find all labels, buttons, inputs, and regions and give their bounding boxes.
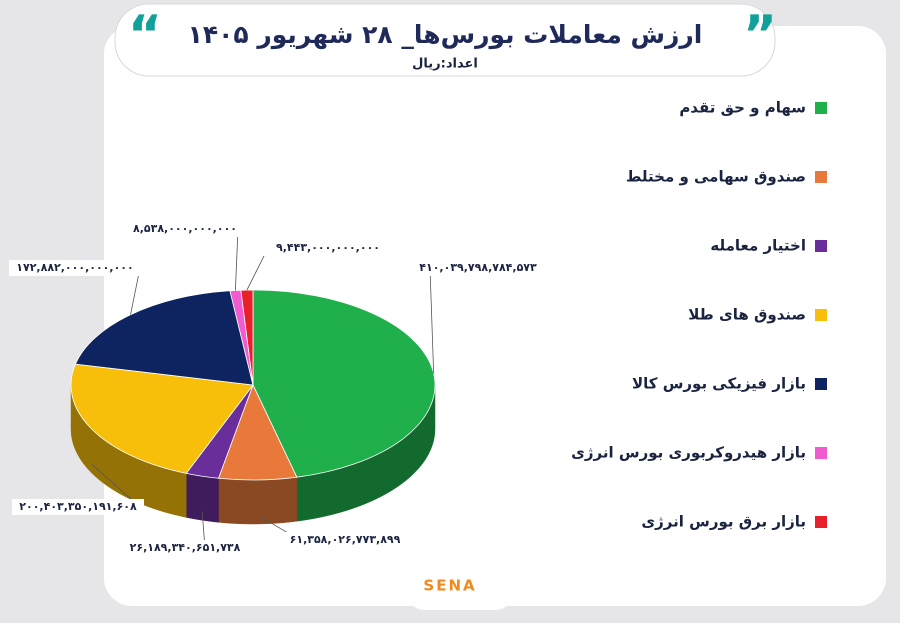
legend-label: صندوق سهامی و مختلط bbox=[626, 168, 806, 186]
legend-swatch bbox=[815, 171, 827, 183]
slice bbox=[252, 289, 436, 478]
label-bg bbox=[279, 532, 411, 548]
label-bg bbox=[119, 540, 251, 556]
legend-label: صندوق های طلا bbox=[688, 306, 806, 324]
legend-swatch bbox=[815, 516, 827, 528]
legend-label: سهام و حق تقدم bbox=[679, 99, 806, 117]
legend-label: بازار برق بورس انرژی bbox=[641, 513, 806, 531]
label-bg bbox=[412, 260, 544, 276]
logo: SENA bbox=[423, 577, 476, 595]
slice-side bbox=[218, 476, 298, 525]
chart-title: ارزش معاملات بورس‌ها_ ۲۸ شهریور ۱۴۰۵ bbox=[188, 20, 703, 50]
chart-subtitle: اعداد:ریال bbox=[412, 57, 478, 72]
data-label: ۲۶,۱۸۹,۳۴۰,۶۵۱,۷۳۸ bbox=[130, 541, 241, 554]
data-label: ۶۱,۳۵۸,۰۲۶,۷۷۳,۸۹۹ bbox=[290, 533, 401, 546]
legend-label: بازار هیدروکربوری بورس انرژی bbox=[571, 444, 806, 462]
pie-labels: ۴۱۰,۰۳۹,۷۹۸,۷۸۴,۵۷۳ ۶۱,۳۵۸,۰۲۶,۷۷۳,۸۹۹ ۲۶,… bbox=[9, 221, 544, 556]
legend: سهام و حق تقدم صندوق سهامی و مختلط اختیار … bbox=[571, 99, 827, 531]
pie-tops bbox=[70, 289, 436, 481]
data-label: ۱۷۲,۸۸۲,۰۰۰,۰۰۰,۰۰۰ bbox=[16, 261, 133, 274]
quote-mark: “ bbox=[128, 5, 162, 65]
slice bbox=[70, 363, 254, 474]
legend-swatch bbox=[815, 309, 827, 321]
data-label: ۸,۵۳۸,۰۰۰,۰۰۰,۰۰۰ bbox=[133, 222, 237, 235]
legend-swatch bbox=[815, 447, 827, 459]
label-bg bbox=[262, 240, 394, 256]
legend-swatch bbox=[815, 240, 827, 252]
label-bg bbox=[9, 260, 141, 276]
legend-swatch bbox=[815, 378, 827, 390]
data-label: ۲۰۰,۴۰۳,۳۵۰,۱۹۱,۶۰۸ bbox=[19, 500, 137, 513]
legend-label: اختیار معامله bbox=[710, 237, 806, 255]
data-label: ۴۱۰,۰۳۹,۷۹۸,۷۸۴,۵۷۳ bbox=[419, 261, 537, 274]
legend-swatch bbox=[815, 102, 827, 114]
label-bg bbox=[12, 499, 144, 515]
data-label: ۹,۴۴۳,۰۰۰,۰۰۰,۰۰۰ bbox=[276, 241, 380, 254]
label-bg bbox=[119, 221, 251, 237]
pie: ۴۱۰,۰۳۹,۷۹۸,۷۸۴,۵۷۳ ۶۱,۳۵۸,۰۲۶,۷۷۳,۸۹۹ ۲۶,… bbox=[9, 221, 544, 556]
title-box bbox=[114, 3, 776, 77]
quote-mark: ” bbox=[743, 5, 777, 65]
logo-box bbox=[405, 565, 515, 610]
slice bbox=[240, 289, 254, 386]
legend-label: بازار فیزیکی بورس کالا bbox=[632, 375, 806, 393]
